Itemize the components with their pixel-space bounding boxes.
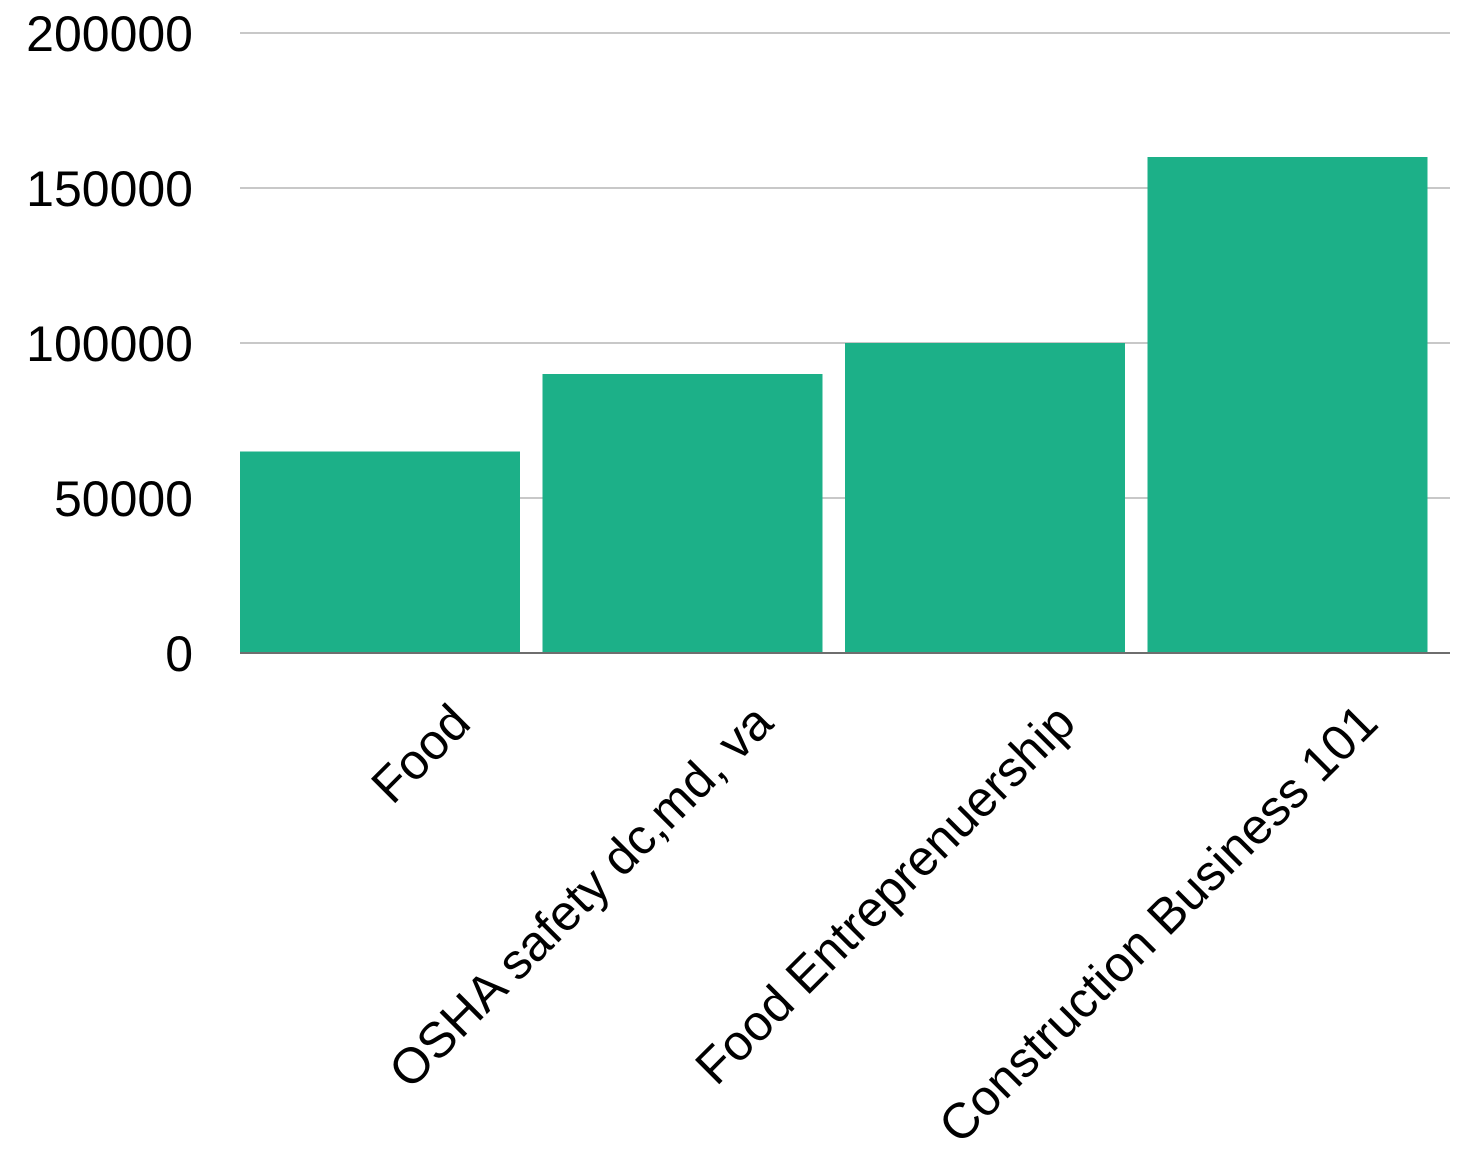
y-tick-label: 50000 (54, 471, 193, 527)
y-tick-label: 200000 (26, 6, 193, 62)
bar (542, 374, 823, 653)
bar (845, 343, 1125, 653)
y-tick-label: 100000 (26, 316, 193, 372)
y-axis-tick-labels: 0 50000 100000 150000 200000 (26, 6, 193, 682)
bars (240, 157, 1428, 653)
y-tick-label: 0 (165, 626, 193, 682)
y-tick-label: 150000 (26, 161, 193, 217)
bar (1147, 157, 1428, 653)
x-category-label: Food (361, 694, 481, 814)
bar (240, 451, 520, 653)
